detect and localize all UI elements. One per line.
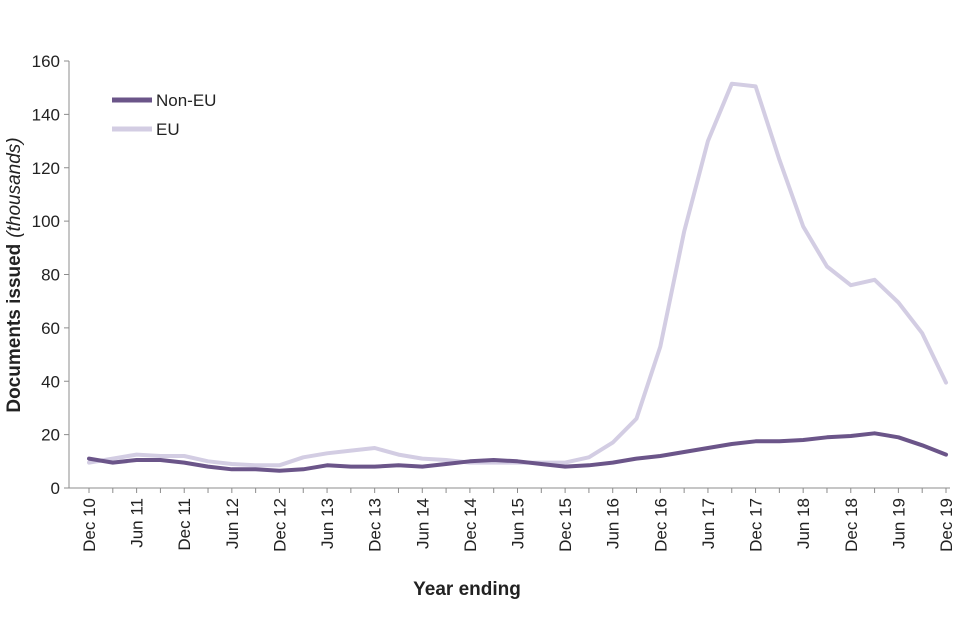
- x-tick-label: Dec 11: [175, 498, 194, 551]
- x-tick-label: Jun 12: [223, 498, 242, 549]
- y-tick-label: 140: [32, 105, 60, 124]
- series-lines: [89, 84, 946, 471]
- x-axis-ticks: Dec 10 Jun 11 Dec 11 Jun 12 Dec 12 Jun 13 Dec …: [80, 488, 956, 552]
- x-tick-label: Jun 18: [794, 498, 813, 549]
- x-tick-label: Jun 15: [509, 498, 528, 549]
- x-tick-label: Dec 14: [461, 498, 480, 552]
- y-tick-label: 20: [41, 426, 60, 445]
- y-axis-ticks: 0 20 40 60 80 100 120 140 160: [32, 52, 69, 498]
- x-tick-label: Dec 17: [747, 498, 766, 552]
- y-tick-label: 40: [41, 372, 60, 391]
- y-axis-title-main: Documents issued: [4, 244, 25, 413]
- x-tick-label: Dec 16: [651, 498, 670, 552]
- x-tick-label: Jun 19: [889, 498, 908, 549]
- legend-label-non-eu: Non-EU: [156, 91, 216, 110]
- y-tick-label: 120: [32, 159, 60, 178]
- x-tick-label: Dec 18: [842, 498, 861, 552]
- y-tick-label: 80: [41, 266, 60, 285]
- legend-label-eu: EU: [156, 120, 180, 139]
- line-chart: 0 20 40 60 80 100 120 140 160 Dec 10 Jun 11 Dec 11…: [0, 0, 960, 640]
- x-tick-label: Jun 13: [318, 498, 337, 549]
- y-tick-label: 60: [41, 319, 60, 338]
- x-tick-label: Dec 12: [270, 498, 289, 552]
- x-tick-label: Dec 15: [556, 498, 575, 552]
- y-axis-title-note: (thousands): [4, 137, 25, 237]
- y-tick-label: 0: [51, 479, 60, 498]
- y-tick-label: 160: [32, 52, 60, 71]
- series-line-eu: [89, 84, 946, 466]
- y-axis-title: Documents issued (thousands): [4, 137, 25, 412]
- x-tick-label: Dec 19: [937, 498, 956, 552]
- series-line-non-eu: [89, 433, 946, 470]
- x-tick-label: Jun 14: [413, 498, 432, 549]
- legend: Non-EU EU: [112, 91, 216, 139]
- y-tick-label: 100: [32, 212, 60, 231]
- x-tick-label: Dec 13: [366, 498, 385, 552]
- x-axis-title: Year ending: [413, 579, 521, 600]
- chart-axes: [69, 61, 950, 488]
- x-tick-label: Jun 16: [604, 498, 623, 549]
- x-tick-label: Jun 17: [699, 498, 718, 549]
- x-tick-label: Jun 11: [128, 498, 147, 548]
- x-tick-label: Dec 10: [80, 498, 99, 552]
